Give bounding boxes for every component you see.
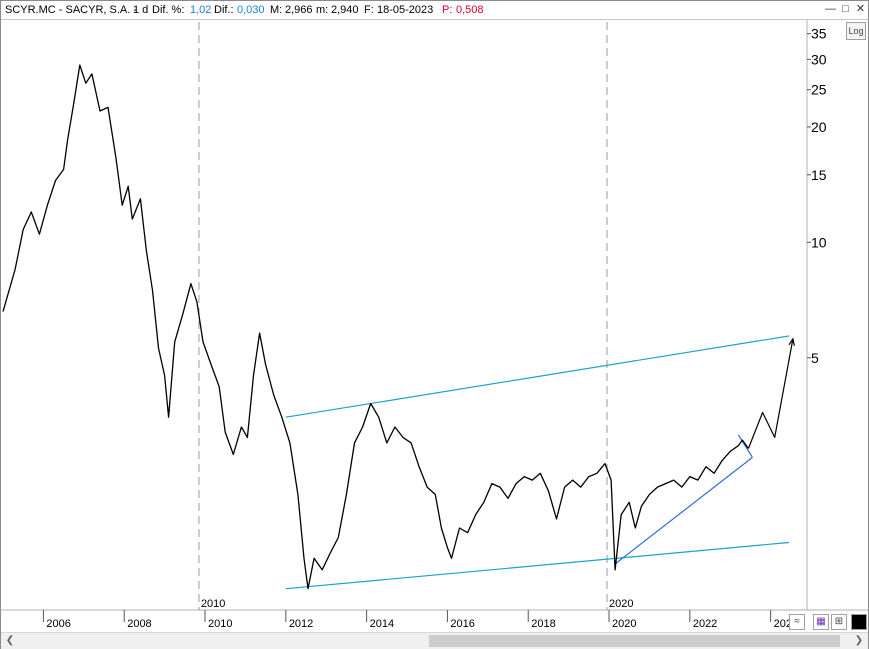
- log-scale-toggle[interactable]: Log: [846, 22, 866, 40]
- projection-line: [747, 338, 794, 449]
- y-tick-label: 30: [811, 51, 827, 67]
- symbol-label: SCYR.MC - SACYR, S.A. -: [5, 4, 138, 16]
- y-tick-label: 20: [811, 119, 827, 135]
- trend-line: [614, 456, 753, 565]
- x-tick-label: 2020: [612, 618, 636, 630]
- p-value: 0,508: [456, 4, 484, 16]
- scroll-right-icon[interactable]: ❯: [854, 635, 864, 646]
- x-tick-label: 2022: [693, 618, 717, 630]
- maximize-icon[interactable]: □: [842, 3, 849, 15]
- x-tick-label: 2014: [370, 618, 394, 630]
- scroll-left-icon[interactable]: ❮: [5, 635, 15, 646]
- interval-label: 1 d: [133, 4, 149, 16]
- max-value: 2,966: [285, 4, 313, 16]
- date-value: 18-05-2023: [377, 4, 434, 16]
- y-tick-label: 5: [811, 350, 819, 366]
- y-tick-label: 35: [811, 26, 827, 42]
- x-tick-label: 2010: [208, 618, 232, 630]
- pin-icon[interactable]: ⊞: [831, 614, 847, 630]
- min-label: m:: [316, 4, 329, 16]
- close-icon[interactable]: ✕: [855, 3, 866, 15]
- dif-label: Dif.:: [214, 4, 234, 16]
- minimize-icon[interactable]: —: [825, 3, 836, 15]
- price-line: [2, 64, 749, 590]
- trend-line: [737, 434, 753, 458]
- p-label: P:: [442, 4, 453, 16]
- max-label: M:: [270, 4, 283, 16]
- dif-pct-value: 1,02: [190, 4, 212, 16]
- dif-value: 0,030: [237, 4, 265, 16]
- separator-label: 2020: [609, 598, 633, 610]
- chart-header: SCYR.MC - SACYR, S.A. - 1 d Dif. %: 1,02…: [1, 1, 868, 20]
- horizontal-scrollbar[interactable]: ❮ ❯: [1, 632, 868, 649]
- price-chart[interactable]: 5 10 15 20 25 30 35 2006 2008 2010 2012 2014 2016 201…: [1, 1, 868, 632]
- dif-pct-label: Dif. %:: [152, 4, 185, 16]
- x-tick-label: 2012: [289, 618, 313, 630]
- trend-line: [285, 335, 789, 418]
- x-tick-label: 2018: [531, 618, 555, 630]
- y-tick-label: 15: [811, 167, 827, 183]
- x-tick-label: 2008: [127, 618, 151, 630]
- save-icon[interactable]: ▦: [813, 614, 829, 630]
- y-tick-label: 25: [811, 82, 827, 98]
- zoom-fit-icon[interactable]: ≈: [789, 614, 805, 630]
- x-tick-label: 2016: [450, 618, 474, 630]
- trend-line: [285, 541, 789, 590]
- separator-label: 2010: [201, 598, 225, 610]
- min-value: 2,940: [331, 4, 359, 16]
- scroll-thumb[interactable]: [429, 635, 840, 647]
- color-swatch[interactable]: [851, 614, 867, 630]
- y-tick-label: 10: [811, 234, 827, 250]
- date-label: F:: [364, 4, 374, 16]
- projection-arrowhead: [788, 337, 795, 346]
- x-tick-label: 2006: [46, 618, 70, 630]
